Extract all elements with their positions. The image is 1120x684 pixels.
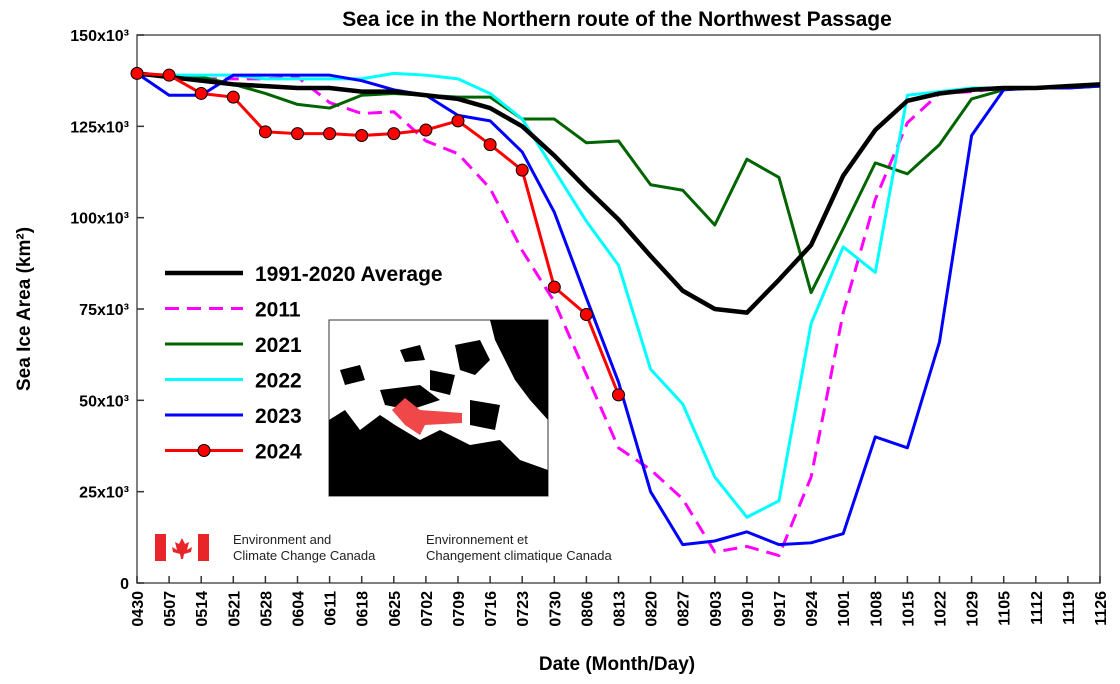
x-tick-label: 0702	[419, 591, 436, 627]
data-point-2024	[579, 307, 593, 321]
logo-fr-line1: Environnement et	[426, 532, 528, 547]
data-point-2024	[162, 68, 176, 82]
y-tick-label: 50x10³	[79, 393, 129, 410]
x-tick-label: 0618	[355, 591, 372, 627]
series-line-1991-2020-average	[136, 71, 1101, 315]
x-tick-label: 0521	[226, 591, 243, 627]
legend-label: 2022	[255, 370, 302, 393]
series-group	[130, 66, 1101, 558]
data-point-2024	[291, 127, 304, 141]
data-point-2024	[355, 128, 369, 142]
logo-fr-line2: Changement climatique Canada	[426, 548, 612, 563]
data-point-2024	[419, 123, 433, 137]
x-tick-label: 1119	[1061, 591, 1078, 625]
legend: 1991-2020 Average 2011 2021 2022 2023 2024	[165, 263, 443, 464]
y-tick-label: 75x10³	[79, 302, 129, 319]
x-tick-label: 0910	[740, 591, 757, 627]
x-axis-label: Date (Month/Day)	[539, 654, 695, 675]
y-axis: 0 25x10³ 50x10³ 75x10³ 100x10³ 125x10³ 150x10³	[70, 28, 144, 593]
data-point-2024	[323, 127, 337, 141]
x-tick-label: 0514	[194, 591, 211, 627]
x-tick-label: 0604	[291, 591, 308, 627]
legend-label: 2021	[255, 334, 302, 357]
x-tick-label: 0917	[772, 591, 789, 627]
data-point-2024	[451, 114, 465, 128]
x-tick-label: 0806	[579, 591, 596, 627]
chart-title: Sea ice in the Northern route of the Nor…	[342, 8, 892, 31]
legend-label: 2024	[255, 441, 302, 464]
legend-label: 2011	[255, 299, 301, 322]
series-line-2021	[137, 73, 1101, 295]
x-tick-label: 0903	[708, 591, 725, 627]
y-tick-label: 150x10³	[70, 28, 129, 45]
y-tick-label: 25x10³	[79, 485, 129, 502]
x-tick-label: 0813	[612, 591, 629, 627]
series-line-2024	[136, 71, 620, 396]
series-line-2023	[136, 72, 1101, 547]
y-tick-label: 100x10³	[70, 211, 129, 228]
x-tick-label: 0528	[258, 591, 275, 627]
data-point-2024	[194, 86, 208, 100]
maple-leaf-icon	[172, 538, 192, 559]
x-tick-label: 0827	[676, 591, 693, 627]
x-axis: 0430 0507 0514 0521 0528 0604 0611 0618 0625 0702…	[130, 576, 1110, 627]
legend-label: 1991-2020 Average	[255, 263, 443, 286]
x-tick-label: 0730	[547, 591, 564, 627]
data-point-2024	[612, 388, 625, 402]
flag-left-bar	[155, 534, 166, 561]
x-tick-label: 0430	[130, 591, 147, 627]
legend-marker	[197, 444, 211, 457]
map-inset	[328, 319, 549, 497]
data-point-2024	[226, 90, 240, 104]
x-tick-label: 1126	[1093, 591, 1110, 626]
data-point-2024	[547, 280, 561, 294]
x-tick-label: 1015	[900, 591, 917, 627]
y-axis-label: Sea Ice Area (km²)	[14, 227, 35, 391]
data-point-2024	[483, 138, 497, 152]
data-point-2024	[387, 127, 401, 141]
eccc-logo: Environment and Climate Change Canada En…	[155, 532, 612, 563]
legend-label: 2023	[255, 405, 302, 428]
x-tick-label: 0507	[162, 591, 179, 627]
y-tick-label: 0	[120, 576, 129, 593]
x-tick-label: 0716	[483, 591, 500, 627]
x-tick-label: 1001	[836, 591, 853, 627]
northern-route-highlight	[392, 398, 462, 435]
x-tick-label: 1105	[997, 591, 1014, 626]
data-point-2024	[515, 163, 529, 177]
flag-right-bar	[198, 534, 209, 561]
x-tick-label: 1008	[868, 591, 885, 627]
x-tick-label: 0611	[323, 591, 340, 626]
logo-en-line1: Environment and	[233, 532, 331, 547]
x-tick-label: 1029	[965, 591, 982, 627]
x-tick-label: 0723	[515, 591, 532, 627]
x-tick-label: 0924	[804, 591, 821, 627]
x-tick-label: 0709	[451, 591, 468, 627]
x-tick-label: 1112	[1029, 591, 1046, 625]
logo-en-line2: Climate Change Canada	[233, 548, 376, 563]
x-tick-label: 1022	[933, 591, 950, 627]
data-point-2024	[130, 66, 144, 80]
data-point-2024	[258, 125, 272, 139]
x-tick-label: 0625	[387, 591, 404, 627]
y-tick-label: 125x10³	[70, 119, 129, 136]
x-tick-label: 0820	[644, 591, 661, 627]
